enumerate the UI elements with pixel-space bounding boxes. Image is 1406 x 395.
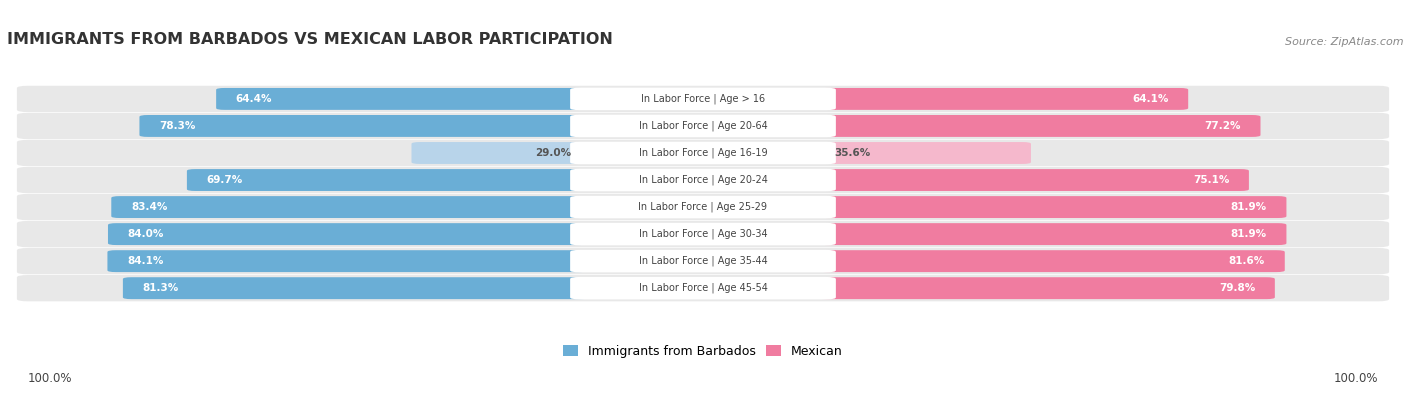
FancyBboxPatch shape xyxy=(17,248,1389,274)
Text: 81.9%: 81.9% xyxy=(1230,229,1267,239)
Text: In Labor Force | Age 20-64: In Labor Force | Age 20-64 xyxy=(638,121,768,131)
FancyBboxPatch shape xyxy=(571,142,835,164)
FancyBboxPatch shape xyxy=(817,277,1275,299)
FancyBboxPatch shape xyxy=(17,194,1389,220)
Text: 35.6%: 35.6% xyxy=(834,148,870,158)
Text: IMMIGRANTS FROM BARBADOS VS MEXICAN LABOR PARTICIPATION: IMMIGRANTS FROM BARBADOS VS MEXICAN LABO… xyxy=(7,32,613,47)
Text: 100.0%: 100.0% xyxy=(28,372,73,385)
Text: 81.6%: 81.6% xyxy=(1229,256,1265,266)
FancyBboxPatch shape xyxy=(139,115,588,137)
FancyBboxPatch shape xyxy=(817,250,1285,272)
FancyBboxPatch shape xyxy=(107,250,588,272)
FancyBboxPatch shape xyxy=(217,88,588,110)
Text: 84.1%: 84.1% xyxy=(127,256,163,266)
Legend: Immigrants from Barbados, Mexican: Immigrants from Barbados, Mexican xyxy=(558,340,848,363)
FancyBboxPatch shape xyxy=(571,250,835,273)
Text: 64.4%: 64.4% xyxy=(236,94,273,104)
FancyBboxPatch shape xyxy=(571,169,835,191)
Text: In Labor Force | Age 20-24: In Labor Force | Age 20-24 xyxy=(638,175,768,185)
FancyBboxPatch shape xyxy=(571,88,835,110)
Text: In Labor Force | Age 35-44: In Labor Force | Age 35-44 xyxy=(638,256,768,266)
Text: Source: ZipAtlas.com: Source: ZipAtlas.com xyxy=(1285,38,1403,47)
Text: In Labor Force | Age 45-54: In Labor Force | Age 45-54 xyxy=(638,283,768,293)
Text: In Labor Force | Age 25-29: In Labor Force | Age 25-29 xyxy=(638,202,768,213)
FancyBboxPatch shape xyxy=(111,196,588,218)
FancyBboxPatch shape xyxy=(412,142,588,164)
FancyBboxPatch shape xyxy=(817,223,1286,245)
Text: 84.0%: 84.0% xyxy=(128,229,165,239)
FancyBboxPatch shape xyxy=(817,142,1031,164)
Text: 78.3%: 78.3% xyxy=(159,121,195,131)
FancyBboxPatch shape xyxy=(817,88,1188,110)
FancyBboxPatch shape xyxy=(17,113,1389,139)
Text: 77.2%: 77.2% xyxy=(1205,121,1241,131)
FancyBboxPatch shape xyxy=(17,86,1389,112)
FancyBboxPatch shape xyxy=(17,221,1389,247)
FancyBboxPatch shape xyxy=(817,115,1261,137)
FancyBboxPatch shape xyxy=(817,169,1249,191)
Text: In Labor Force | Age 30-34: In Labor Force | Age 30-34 xyxy=(638,229,768,239)
Text: 69.7%: 69.7% xyxy=(207,175,243,185)
FancyBboxPatch shape xyxy=(817,196,1286,218)
FancyBboxPatch shape xyxy=(571,115,835,137)
Text: 29.0%: 29.0% xyxy=(536,148,571,158)
Text: 75.1%: 75.1% xyxy=(1192,175,1229,185)
FancyBboxPatch shape xyxy=(122,277,588,299)
Text: In Labor Force | Age 16-19: In Labor Force | Age 16-19 xyxy=(638,148,768,158)
Text: 81.3%: 81.3% xyxy=(142,283,179,293)
FancyBboxPatch shape xyxy=(187,169,588,191)
FancyBboxPatch shape xyxy=(17,275,1389,301)
FancyBboxPatch shape xyxy=(17,167,1389,193)
FancyBboxPatch shape xyxy=(571,223,835,245)
FancyBboxPatch shape xyxy=(571,277,835,299)
FancyBboxPatch shape xyxy=(17,140,1389,166)
Text: 83.4%: 83.4% xyxy=(131,202,167,212)
FancyBboxPatch shape xyxy=(571,196,835,218)
FancyBboxPatch shape xyxy=(108,223,588,245)
Text: 64.1%: 64.1% xyxy=(1132,94,1168,104)
Text: 100.0%: 100.0% xyxy=(1333,372,1378,385)
Text: In Labor Force | Age > 16: In Labor Force | Age > 16 xyxy=(641,94,765,104)
Text: 79.8%: 79.8% xyxy=(1219,283,1256,293)
Text: 81.9%: 81.9% xyxy=(1230,202,1267,212)
